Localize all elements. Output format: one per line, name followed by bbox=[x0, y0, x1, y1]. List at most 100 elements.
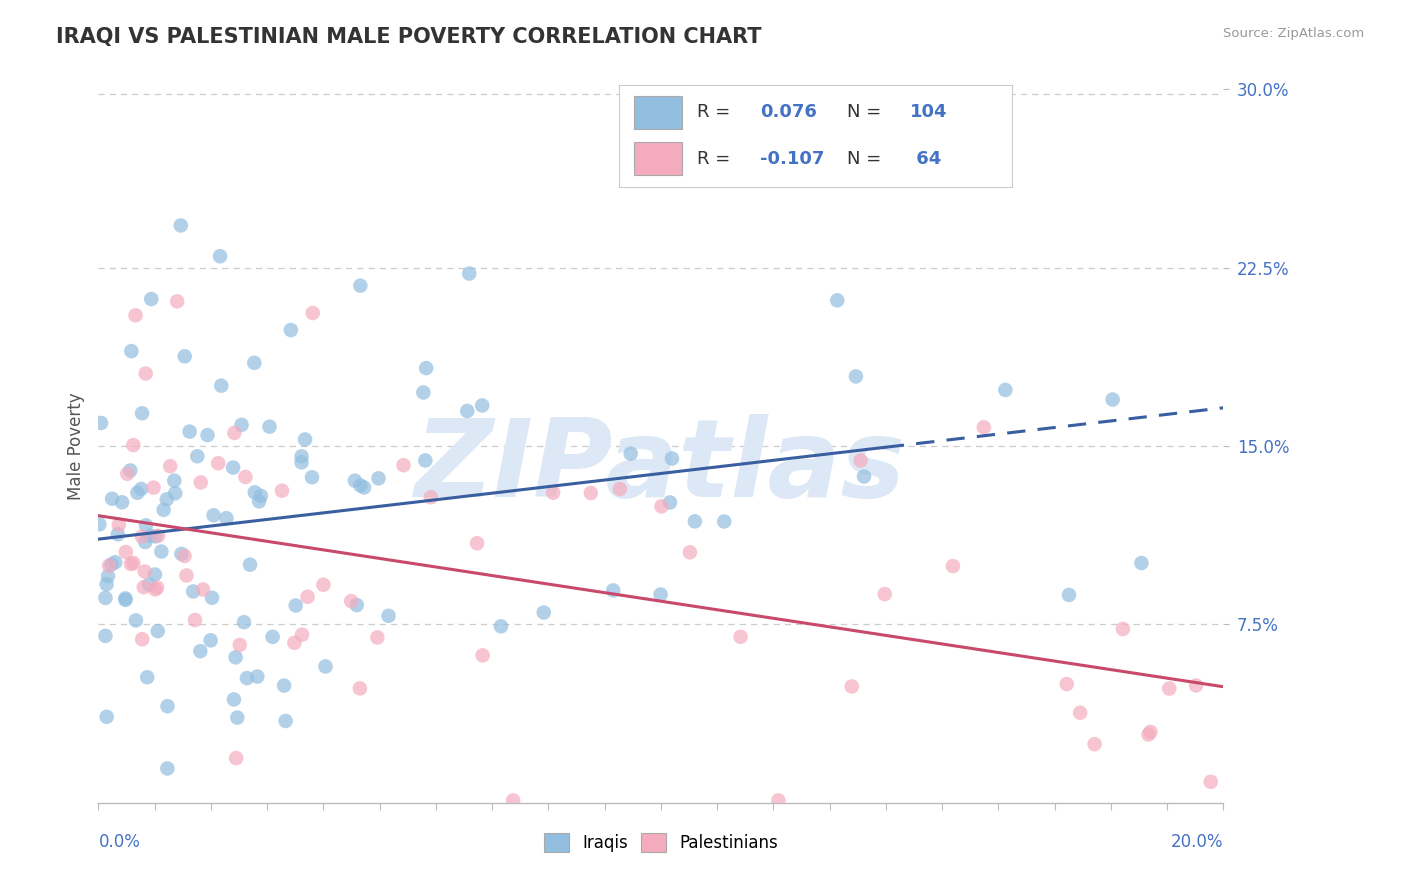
Point bbox=[181, 584, 204, 599]
Point bbox=[114, 545, 136, 559]
Point bbox=[156, 492, 179, 507]
Point bbox=[226, 711, 249, 725]
Text: N =: N = bbox=[846, 103, 887, 121]
Point bbox=[163, 474, 186, 488]
Point bbox=[152, 503, 174, 517]
Text: R =: R = bbox=[697, 103, 737, 121]
Point bbox=[366, 631, 388, 645]
Point bbox=[349, 681, 371, 696]
Point bbox=[827, 293, 849, 308]
Point bbox=[456, 404, 478, 418]
Point bbox=[209, 378, 232, 392]
Point bbox=[231, 417, 253, 432]
Point bbox=[98, 558, 121, 573]
Point bbox=[117, 467, 139, 481]
Point bbox=[173, 349, 195, 363]
Point bbox=[415, 453, 437, 467]
Point bbox=[661, 451, 683, 466]
Point bbox=[111, 495, 134, 509]
Point bbox=[233, 615, 256, 630]
Point bbox=[415, 361, 437, 376]
Point bbox=[186, 450, 208, 464]
Legend: Iraqis, Palestinians: Iraqis, Palestinians bbox=[537, 827, 785, 859]
Point bbox=[209, 249, 232, 263]
Point bbox=[291, 628, 314, 642]
Bar bbox=[634, 96, 682, 128]
Point bbox=[367, 471, 389, 485]
Point bbox=[713, 515, 735, 529]
Point bbox=[262, 630, 284, 644]
Point bbox=[141, 292, 163, 306]
Point bbox=[101, 491, 124, 506]
Point bbox=[200, 633, 222, 648]
Point bbox=[122, 556, 145, 570]
Point bbox=[465, 536, 488, 550]
Point bbox=[191, 582, 214, 597]
Point bbox=[502, 793, 524, 807]
Text: 20.0%: 20.0% bbox=[1171, 833, 1223, 851]
Point bbox=[845, 369, 868, 384]
Point bbox=[650, 587, 672, 601]
Point bbox=[343, 474, 366, 488]
Bar bbox=[634, 142, 682, 175]
Point bbox=[579, 486, 602, 500]
Point bbox=[156, 762, 179, 776]
Point bbox=[1159, 681, 1181, 696]
Point bbox=[290, 450, 312, 464]
Point bbox=[90, 416, 112, 430]
Point bbox=[135, 367, 157, 381]
Point bbox=[1057, 588, 1080, 602]
Point bbox=[973, 420, 995, 434]
Point bbox=[1056, 677, 1078, 691]
Y-axis label: Male Poverty: Male Poverty bbox=[66, 392, 84, 500]
Point bbox=[145, 529, 167, 543]
Point bbox=[1137, 727, 1160, 741]
Point bbox=[301, 470, 323, 484]
Text: 104: 104 bbox=[910, 103, 948, 121]
Point bbox=[229, 638, 252, 652]
Text: R =: R = bbox=[697, 150, 737, 168]
Point bbox=[222, 692, 245, 706]
Point bbox=[215, 511, 238, 525]
Point bbox=[841, 680, 863, 694]
Point bbox=[1101, 392, 1123, 407]
Point bbox=[471, 399, 494, 413]
Point bbox=[146, 624, 169, 639]
Point bbox=[143, 582, 166, 597]
Point bbox=[471, 648, 494, 663]
Point bbox=[458, 267, 481, 281]
Point bbox=[541, 485, 564, 500]
Point bbox=[176, 568, 198, 582]
Point bbox=[290, 455, 312, 469]
Text: 0.076: 0.076 bbox=[761, 103, 817, 121]
Text: Source: ZipAtlas.com: Source: ZipAtlas.com bbox=[1223, 27, 1364, 40]
Point bbox=[873, 587, 896, 601]
Point bbox=[96, 577, 118, 591]
Point bbox=[124, 309, 146, 323]
Point bbox=[659, 495, 682, 509]
Point bbox=[301, 306, 323, 320]
Point bbox=[222, 460, 245, 475]
Text: 0.0%: 0.0% bbox=[98, 833, 141, 851]
Point bbox=[250, 489, 273, 503]
Point bbox=[120, 557, 142, 571]
Point bbox=[392, 458, 415, 473]
Point bbox=[159, 459, 181, 474]
Point bbox=[94, 591, 117, 605]
Point bbox=[120, 344, 142, 359]
Point bbox=[125, 613, 148, 627]
Text: ZIPatlas: ZIPatlas bbox=[415, 415, 907, 520]
Point bbox=[201, 591, 224, 605]
Point bbox=[284, 599, 307, 613]
Point bbox=[202, 508, 225, 523]
Point bbox=[994, 383, 1017, 397]
Text: IRAQI VS PALESTINIAN MALE POVERTY CORRELATION CHART: IRAQI VS PALESTINIAN MALE POVERTY CORREL… bbox=[56, 27, 762, 46]
Point bbox=[280, 323, 302, 337]
Point bbox=[184, 613, 207, 627]
Point bbox=[942, 559, 965, 574]
Point bbox=[489, 619, 512, 633]
Point bbox=[315, 659, 337, 673]
Point bbox=[239, 558, 262, 572]
Point bbox=[1112, 622, 1135, 636]
Point bbox=[243, 356, 266, 370]
